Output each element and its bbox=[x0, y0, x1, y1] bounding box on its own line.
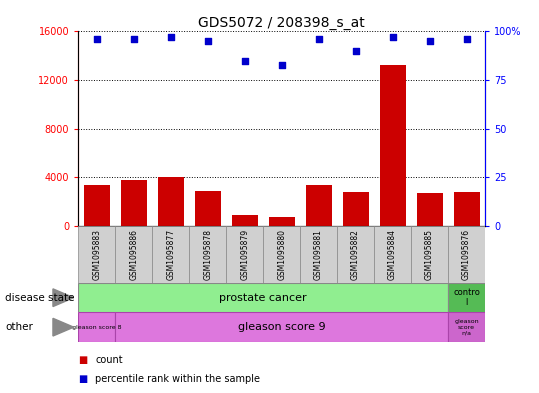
Text: ■: ■ bbox=[78, 374, 87, 384]
Point bbox=[240, 57, 249, 64]
Text: GSM1095877: GSM1095877 bbox=[166, 229, 175, 280]
Bar bbox=[268, 217, 295, 226]
Text: GSM1095884: GSM1095884 bbox=[388, 229, 397, 280]
Title: GDS5072 / 208398_s_at: GDS5072 / 208398_s_at bbox=[198, 17, 365, 30]
Bar bbox=[158, 177, 184, 226]
Text: prostate cancer: prostate cancer bbox=[219, 293, 307, 303]
Text: GSM1095876: GSM1095876 bbox=[462, 229, 471, 280]
Text: percentile rank within the sample: percentile rank within the sample bbox=[95, 374, 260, 384]
Bar bbox=[226, 226, 263, 283]
Text: GSM1095883: GSM1095883 bbox=[92, 229, 101, 280]
Point bbox=[92, 36, 101, 42]
Bar bbox=[454, 192, 480, 226]
Text: GSM1095881: GSM1095881 bbox=[314, 229, 323, 280]
Bar bbox=[84, 185, 109, 226]
Point bbox=[425, 38, 434, 44]
Text: ■: ■ bbox=[78, 354, 87, 365]
Polygon shape bbox=[53, 318, 74, 336]
Bar bbox=[411, 226, 448, 283]
Bar bbox=[115, 312, 448, 342]
Bar bbox=[343, 192, 369, 226]
Text: gleason score 8: gleason score 8 bbox=[72, 325, 121, 330]
Bar bbox=[121, 180, 147, 226]
Point bbox=[203, 38, 212, 44]
Bar bbox=[263, 226, 300, 283]
Text: gleason score 9: gleason score 9 bbox=[238, 322, 326, 332]
Bar bbox=[78, 312, 115, 342]
Text: GSM1095885: GSM1095885 bbox=[425, 229, 434, 280]
Text: contro
l: contro l bbox=[453, 288, 480, 307]
Text: GSM1095878: GSM1095878 bbox=[203, 229, 212, 280]
Point bbox=[462, 36, 471, 42]
Bar bbox=[417, 193, 443, 226]
Point bbox=[167, 34, 175, 40]
Bar bbox=[448, 312, 485, 342]
Polygon shape bbox=[53, 289, 74, 307]
Point bbox=[351, 48, 360, 54]
Text: GSM1095882: GSM1095882 bbox=[351, 229, 360, 280]
Bar bbox=[189, 226, 226, 283]
Text: count: count bbox=[95, 354, 123, 365]
Point bbox=[129, 36, 138, 42]
Bar bbox=[115, 226, 152, 283]
Bar bbox=[374, 226, 411, 283]
Bar bbox=[306, 185, 331, 226]
Text: other: other bbox=[5, 322, 33, 332]
Bar bbox=[448, 226, 485, 283]
Bar bbox=[448, 283, 485, 312]
Point bbox=[388, 34, 397, 40]
Text: GSM1095879: GSM1095879 bbox=[240, 229, 249, 280]
Bar bbox=[379, 66, 405, 226]
Bar bbox=[78, 226, 115, 283]
Text: GSM1095880: GSM1095880 bbox=[277, 229, 286, 280]
Text: disease state: disease state bbox=[5, 293, 75, 303]
Point bbox=[278, 61, 286, 68]
Bar bbox=[337, 226, 374, 283]
Bar bbox=[195, 191, 220, 226]
Bar bbox=[152, 226, 189, 283]
Text: GSM1095886: GSM1095886 bbox=[129, 229, 138, 280]
Point bbox=[314, 36, 323, 42]
Bar bbox=[300, 226, 337, 283]
Bar bbox=[232, 215, 258, 226]
Text: gleason
score
n/a: gleason score n/a bbox=[454, 319, 479, 336]
